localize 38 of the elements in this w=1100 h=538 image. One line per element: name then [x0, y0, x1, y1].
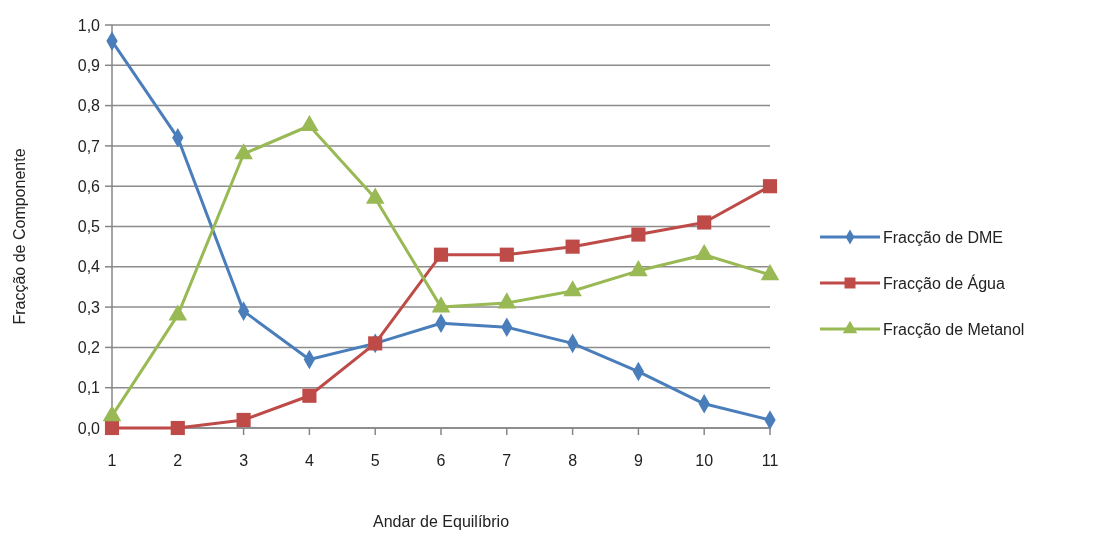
point	[565, 239, 580, 254]
legend-label: Fracção de Metanol	[883, 320, 1025, 338]
y-axis-title: Fracção de Componente	[11, 148, 28, 325]
point	[697, 215, 712, 230]
y-tick-label: 0,7	[77, 137, 101, 155]
x-tick-label: 6	[436, 452, 446, 469]
point	[300, 115, 319, 132]
y-tick-label: 1,0	[77, 16, 101, 34]
y-tick-label: 0,4	[77, 258, 101, 276]
point	[170, 420, 185, 436]
legend-label: Fracção de Água	[883, 273, 1005, 292]
point	[762, 179, 778, 194]
x-tick-label: 8	[568, 452, 578, 469]
x-tick-label: 3	[239, 452, 249, 469]
x-tick-label: 7	[502, 452, 512, 469]
y-tick-label: 0,2	[77, 339, 101, 356]
point	[631, 227, 646, 242]
point	[236, 412, 251, 428]
point	[499, 247, 514, 262]
x-tick-label: 10	[695, 452, 714, 469]
y-tick-label: 0,0	[77, 419, 101, 437]
legend-label: Fracção de DME	[883, 228, 1004, 246]
y-tick-label: 0,3	[77, 298, 101, 316]
x-tick-label: 5	[370, 452, 380, 469]
y-tick-label: 0,1	[77, 379, 101, 397]
point	[302, 388, 317, 403]
y-tick-label: 0,8	[77, 97, 101, 115]
point	[433, 247, 449, 262]
x-tick-label: 1	[107, 452, 117, 469]
x-tick-label: 11	[761, 452, 779, 469]
y-tick-label: 0,9	[77, 56, 101, 74]
x-tick-label: 9	[633, 452, 643, 469]
x-tick-label: 2	[173, 452, 183, 469]
x-axis-title: Andar de Equilíbrio	[372, 513, 510, 530]
y-tick-label: 0,6	[77, 177, 101, 195]
point	[104, 420, 120, 436]
y-tick-label: 0,5	[77, 218, 101, 236]
x-tick-label: 4	[304, 452, 314, 469]
